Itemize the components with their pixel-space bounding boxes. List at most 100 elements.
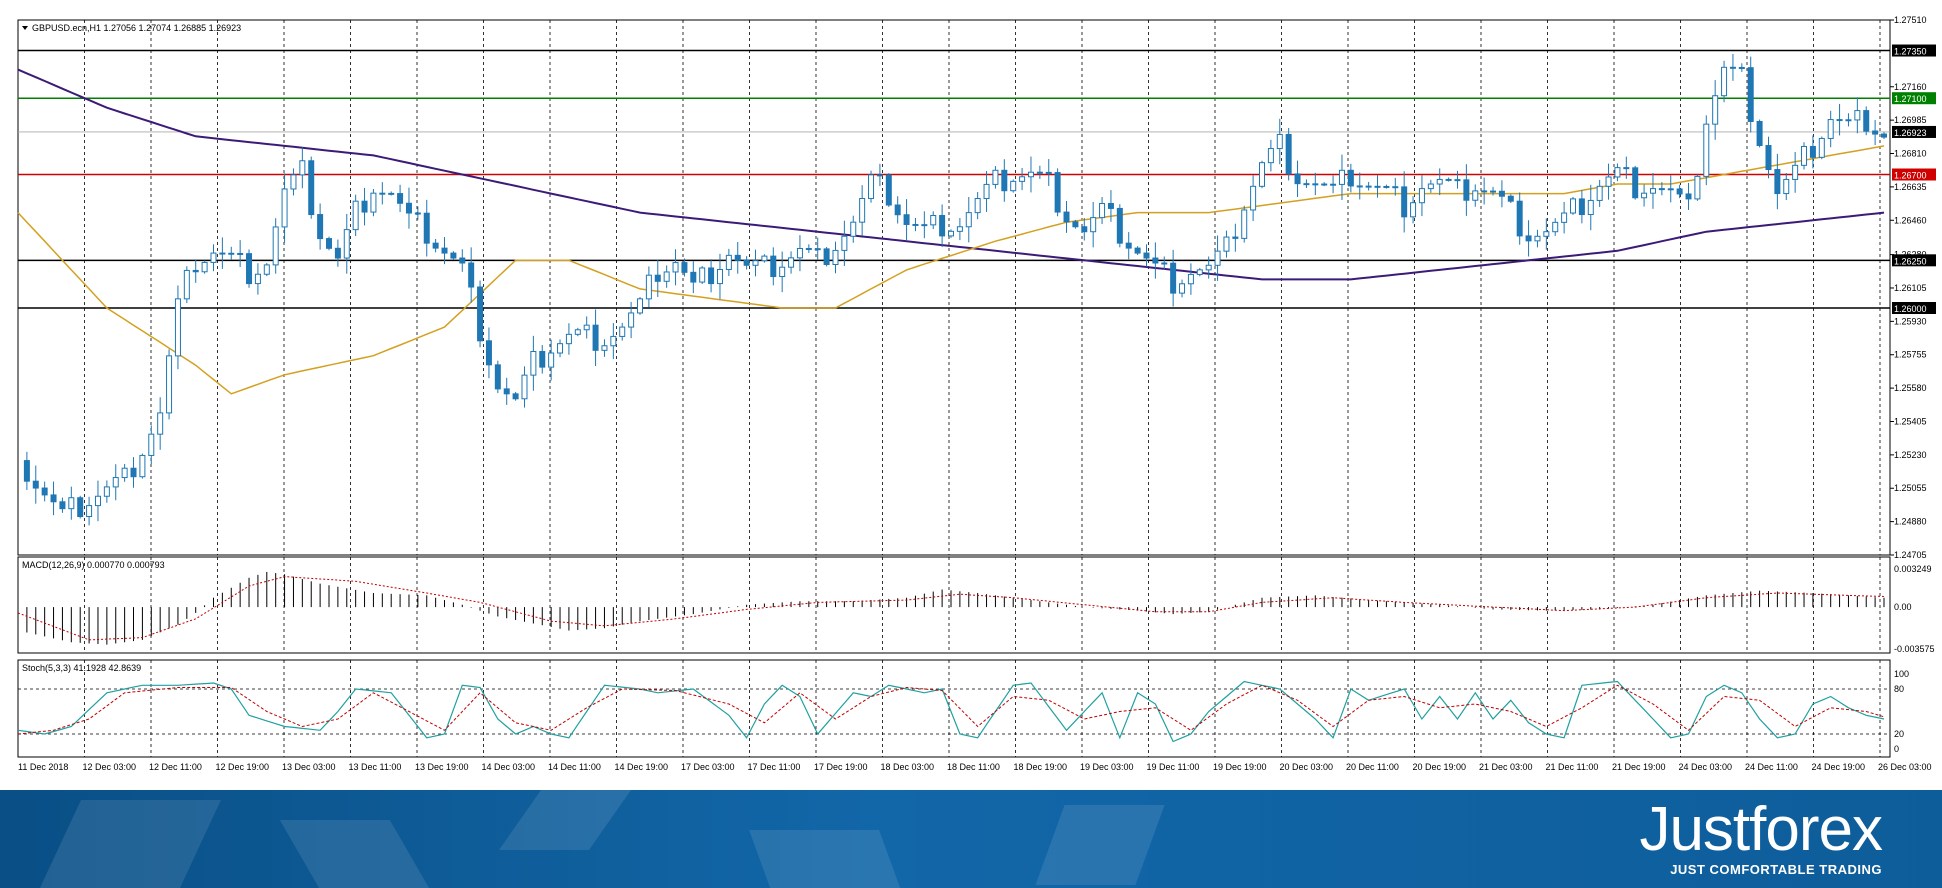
candle-body	[1205, 264, 1212, 271]
candle-body	[166, 355, 173, 414]
candle-body	[912, 223, 919, 226]
candle-body	[1223, 236, 1230, 252]
candle-body	[832, 249, 839, 266]
candle-body	[637, 298, 643, 314]
level-tag	[1892, 92, 1936, 105]
stochastic-tick-label: 0	[1894, 744, 1899, 754]
candle-body	[1641, 192, 1648, 199]
stochastic-panel	[17, 659, 1891, 758]
candle-body	[1516, 200, 1523, 237]
candle-body	[1454, 179, 1461, 182]
time-tick-label: 19 Dec 03:00	[1080, 762, 1134, 772]
candle-body	[1276, 133, 1283, 150]
candle-body	[468, 262, 475, 288]
candle-body	[1072, 221, 1079, 228]
candle-body	[103, 486, 110, 497]
candle-body	[1463, 179, 1470, 201]
candle-body	[1125, 242, 1132, 249]
candle-body	[956, 226, 963, 232]
candle-body	[1027, 171, 1034, 178]
candle-body	[1694, 175, 1701, 200]
candle-body	[1338, 169, 1345, 185]
price-tick-label: 1.25230	[1894, 450, 1927, 460]
candle-body	[1534, 235, 1541, 242]
candle-body	[681, 262, 688, 273]
macd-label: MACD(12,26,9) 0.000770 0.000793	[22, 560, 165, 570]
candle-body	[841, 235, 848, 251]
candle-body	[1712, 95, 1719, 125]
time-tick-label: 21 Dec 11:00	[1546, 762, 1599, 772]
candle-body	[86, 505, 93, 518]
candle-body	[1036, 171, 1043, 174]
price-tick-label: 1.24705	[1894, 550, 1927, 560]
candle-body	[1783, 178, 1790, 195]
candle-body	[601, 345, 608, 351]
candle-body	[779, 266, 786, 278]
candle-body	[539, 350, 546, 368]
macd-tick-label: -0.003575	[1894, 644, 1935, 654]
time-tick-label: 17 Dec 03:00	[681, 762, 735, 772]
macd-signal-line	[17, 576, 1885, 641]
candle-body	[1721, 66, 1728, 97]
candle-body	[1081, 226, 1088, 233]
candle-body	[237, 252, 244, 255]
candle-body	[414, 212, 421, 215]
price-panel	[17, 19, 1891, 556]
candle-body	[210, 252, 217, 263]
candle-body	[1570, 198, 1576, 214]
candle-body	[1703, 123, 1710, 177]
candle-body	[876, 174, 883, 177]
time-tick-label: 13 Dec 03:00	[282, 762, 336, 772]
candle-body	[1490, 190, 1497, 193]
time-tick-label: 20 Dec 03:00	[1280, 762, 1334, 772]
time-tick-label: 14 Dec 19:00	[615, 762, 669, 772]
candle-body	[1676, 188, 1683, 195]
candle-body	[1445, 178, 1452, 181]
candle-body	[1099, 202, 1106, 219]
candle-body	[716, 268, 723, 285]
candle-body	[1045, 171, 1052, 174]
candle-body	[272, 226, 279, 266]
candle-body	[814, 248, 821, 251]
candle-body	[68, 497, 75, 510]
candle-body	[1747, 67, 1754, 122]
candle-body	[23, 460, 30, 482]
candle-body	[174, 298, 181, 357]
candle-body	[1792, 164, 1799, 180]
level-tag-label: 1.27350	[1894, 47, 1927, 57]
candle-body	[1801, 145, 1808, 166]
time-tick-label: 24 Dec 03:00	[1679, 762, 1733, 772]
candle-body	[1587, 199, 1594, 216]
candle-body	[317, 214, 324, 240]
candle-body	[1881, 133, 1887, 138]
candle-body	[1179, 283, 1186, 294]
time-tick-label: 18 Dec 19:00	[1014, 762, 1068, 772]
time-tick-label: 21 Dec 19:00	[1612, 762, 1666, 772]
candle-body	[574, 329, 581, 335]
candle-body	[699, 267, 706, 283]
price-tick-label: 1.26985	[1894, 115, 1927, 125]
candle-body	[397, 193, 404, 204]
candle-body	[1019, 176, 1026, 182]
candle-body	[1250, 185, 1257, 211]
candle-body	[859, 198, 866, 223]
candle-body	[743, 259, 750, 266]
candle-body	[1427, 183, 1434, 190]
candle-body	[388, 192, 395, 195]
candle-body	[894, 204, 901, 216]
candle-body	[1738, 66, 1745, 69]
candle-body	[1845, 119, 1852, 122]
candle-body	[1827, 119, 1834, 139]
candle-body	[992, 169, 999, 185]
candle-body	[1765, 145, 1772, 171]
candle-body	[112, 477, 119, 488]
trading-chart[interactable]: 11 Dec 2018 12 Dec 03:00 12 Dec 11:00 12 De…	[0, 0, 1942, 790]
candle-body	[592, 324, 599, 351]
level-tag	[1892, 44, 1936, 57]
candle-body	[1472, 190, 1479, 201]
candle-body	[308, 160, 315, 216]
candle-body	[1561, 212, 1568, 223]
candle-body	[672, 262, 679, 273]
candle-body	[1809, 145, 1816, 158]
candle-body	[1196, 269, 1203, 275]
